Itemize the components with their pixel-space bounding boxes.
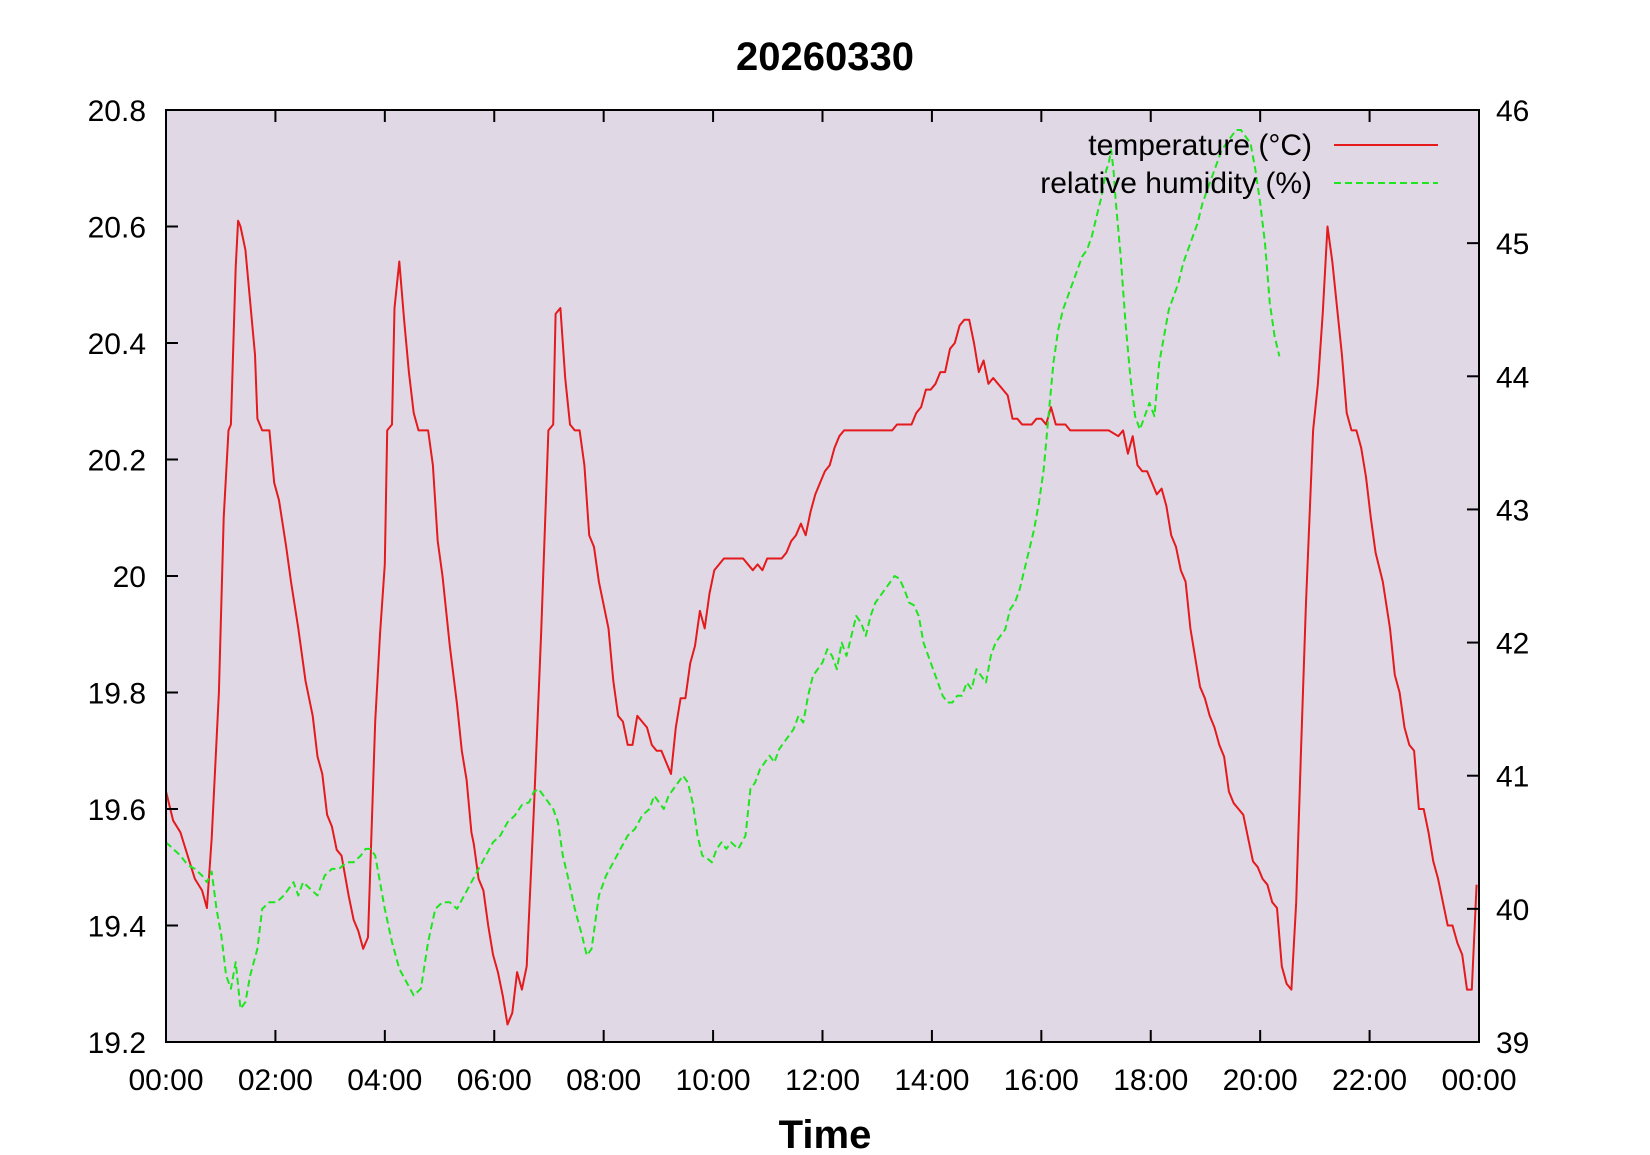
y2-tick-label: 46 [1496, 95, 1529, 128]
y-tick-label: 19.6 [88, 794, 146, 827]
legend-label: relative humidity (%) [1040, 167, 1312, 200]
x-tick-label: 04:00 [347, 1064, 422, 1097]
y-tick-label: 20.6 [88, 212, 146, 245]
y2-tick-label: 45 [1496, 228, 1529, 261]
x-tick-label: 06:00 [457, 1064, 532, 1097]
x-axis-label: Time [779, 1113, 872, 1155]
x-tick-label: 00:00 [1441, 1064, 1516, 1097]
legend: temperature (°C) relative humidity (%) [1040, 129, 1438, 200]
legend-label: temperature (°C) [1088, 129, 1312, 162]
y-tick-label: 19.4 [88, 911, 146, 944]
y2-tick-label: 39 [1496, 1027, 1529, 1060]
x-tick-label: 18:00 [1113, 1064, 1188, 1097]
y-tick-label: 19.2 [88, 1027, 146, 1060]
x-tick-label: 20:00 [1223, 1064, 1298, 1097]
y2-tick-label: 40 [1496, 894, 1529, 927]
y-tick-label: 20.2 [88, 445, 146, 478]
y2-tick-label: 44 [1496, 361, 1529, 394]
x-tick-label: 08:00 [566, 1064, 641, 1097]
x-tick-label: 00:00 [128, 1064, 203, 1097]
axes-layer: 00:00 02:00 04:00 06:00 08:00 10:00 12:00 14:00… [88, 95, 1530, 1097]
x-tick-label: 10:00 [676, 1064, 751, 1097]
y2-tick-label: 43 [1496, 494, 1529, 527]
y-tick-label: 20.8 [88, 95, 146, 128]
x-tick-label: 22:00 [1332, 1064, 1407, 1097]
x-tick-label: 14:00 [894, 1064, 969, 1097]
y2-tick-label: 42 [1496, 628, 1529, 661]
temperature-line [165, 219, 1478, 1026]
humidity-line [165, 129, 1281, 1010]
y-tick-label: 19.8 [88, 678, 146, 711]
series-layer [165, 129, 1478, 1026]
y-tick-label: 20.4 [88, 328, 146, 361]
y2-tick-label: 41 [1496, 761, 1529, 794]
x-tick-label: 16:00 [1004, 1064, 1079, 1097]
y-tick-label: 20 [113, 561, 146, 594]
x-tick-label: 12:00 [785, 1064, 860, 1097]
x-tick-label: 02:00 [238, 1064, 313, 1097]
chart-title: 20260330 [736, 35, 914, 79]
plot-area [166, 110, 1479, 1042]
